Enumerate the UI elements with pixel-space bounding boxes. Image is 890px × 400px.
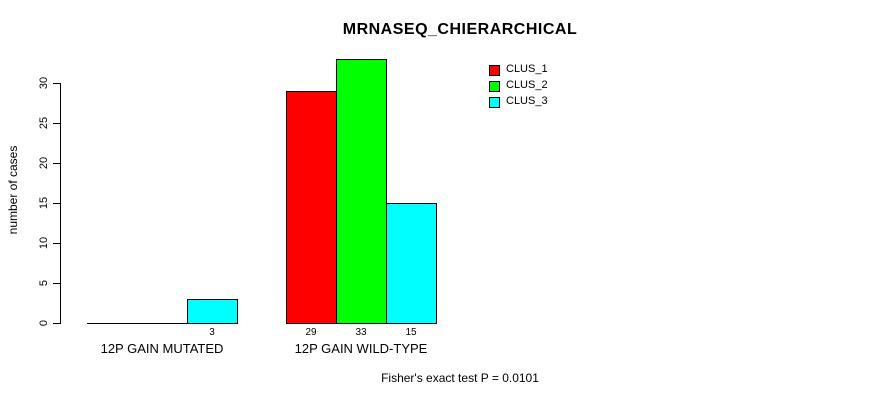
y-tick-label: 30 (38, 76, 50, 90)
y-axis-label: number of cases (6, 145, 20, 235)
y-tick (53, 203, 60, 204)
y-tick-label: 5 (38, 279, 50, 287)
legend-label: CLUS_1 (506, 63, 548, 75)
y-tick-label: 25 (38, 116, 50, 130)
x-category-label: 12P GAIN MUTATED (100, 341, 224, 356)
bar-value-label: 29 (305, 327, 317, 338)
legend-swatch (489, 65, 500, 76)
bar (336, 59, 387, 324)
bar (386, 203, 437, 324)
y-tick (53, 283, 60, 284)
zero-height-bar (87, 323, 138, 324)
legend-swatch (489, 81, 500, 92)
chart-title: MRNASEQ_CHIERARCHICAL (342, 21, 578, 38)
y-tick-label: 20 (38, 156, 50, 170)
x-category-label: 12P GAIN WILD-TYPE (294, 341, 428, 356)
bar-value-label: 15 (405, 327, 417, 338)
y-tick (53, 243, 60, 244)
zero-height-bar (137, 323, 188, 324)
y-tick-label: 15 (38, 196, 50, 210)
bar (187, 299, 238, 324)
y-axis-line (60, 83, 61, 324)
bar (286, 91, 337, 324)
y-tick-label: 10 (38, 236, 50, 250)
fisher-test-annotation: Fisher's exact test P = 0.0101 (381, 371, 539, 385)
y-tick (53, 123, 60, 124)
y-tick (53, 323, 60, 324)
legend-label: CLUS_3 (506, 95, 548, 107)
y-tick (53, 83, 60, 84)
y-tick-label: 0 (38, 319, 50, 327)
bar-value-label: 3 (209, 327, 215, 338)
legend-label: CLUS_2 (506, 79, 548, 91)
legend-swatch (489, 97, 500, 108)
y-tick (53, 163, 60, 164)
bar-value-label: 33 (355, 327, 367, 338)
